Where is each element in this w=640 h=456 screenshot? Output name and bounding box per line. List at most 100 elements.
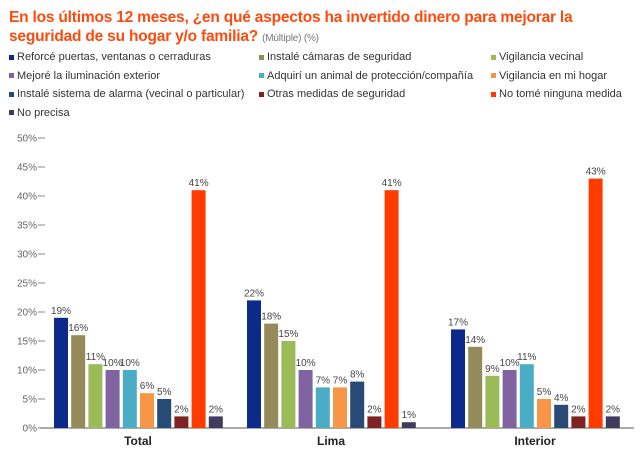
bar [588, 178, 603, 428]
bar [333, 387, 347, 428]
y-tick-label: 40% [17, 192, 37, 203]
data-label: 11% [86, 352, 105, 363]
data-label: 10% [296, 358, 316, 369]
legend-label: Instalé sistema de alarma (vecinal o par… [17, 88, 245, 100]
legend-swatch [9, 91, 14, 97]
bar [350, 381, 365, 428]
category-label: Total [124, 434, 152, 448]
bar [315, 387, 330, 428]
bar [605, 416, 620, 428]
bar [451, 329, 465, 428]
bar [174, 416, 189, 428]
bar [122, 370, 137, 428]
bar [298, 370, 313, 428]
data-label: 4% [554, 393, 569, 404]
legend-item: Vigilancia vecinal [491, 51, 583, 63]
bar [367, 416, 382, 428]
data-label: 7% [333, 375, 348, 386]
legend-label: Otras medidas de seguridad [267, 88, 406, 100]
legend-label: Instalé cámaras de seguridad [267, 51, 412, 63]
data-label: 22% [244, 288, 264, 299]
y-tick-label: 35% [17, 221, 37, 232]
legend-label: Reforcé puertas, ventanas o cerraduras [17, 51, 211, 63]
y-tick-label: 15% [17, 337, 37, 348]
legend-label: No tomé ninguna medida [499, 88, 622, 100]
data-label: 19% [51, 306, 71, 317]
bar [485, 375, 500, 428]
bar [519, 364, 534, 428]
legend-label: Mejoré la iluminación exterior [17, 69, 161, 82]
data-label: 10% [500, 358, 520, 369]
data-label: 17% [448, 317, 468, 328]
data-label: 41% [189, 178, 209, 189]
bar [571, 416, 586, 428]
bar [247, 300, 261, 428]
legend-label: Vigilancia en mi hogar [499, 69, 608, 82]
legend-item: No tomé ninguna medida [491, 88, 622, 100]
y-tick-label: 5% [23, 395, 38, 406]
legend-swatch [9, 73, 14, 78]
data-label: 1% [402, 410, 417, 421]
data-label: 2% [367, 404, 382, 415]
legend-item: Instalé sistema de alarma (vecinal o par… [9, 88, 244, 100]
y-tick-label: 0% [23, 424, 38, 435]
data-label: 14% [465, 335, 485, 346]
bar [281, 341, 296, 428]
legend-item: Mejoré la iluminación exterior [9, 70, 160, 82]
bar [401, 422, 416, 428]
data-label: 41% [382, 178, 402, 189]
y-tick-label: 20% [17, 308, 37, 319]
legend-swatch [491, 91, 496, 97]
legend-item: Vigilancia en mi hogar [491, 70, 607, 82]
data-label: 11% [517, 352, 536, 363]
bar [264, 323, 279, 428]
legend-swatch [9, 54, 14, 60]
category-label: Lima [317, 434, 345, 448]
category-label: Interior [514, 434, 556, 448]
bar [468, 346, 483, 428]
data-label: 6% [140, 381, 155, 392]
y-tick-label: 50% [17, 134, 37, 145]
data-label: 2% [209, 404, 224, 415]
legend-item: Reforcé puertas, ventanas o cerraduras [9, 51, 211, 63]
legend-item: No precisa [9, 107, 70, 119]
chart-title: En los últimos 12 meses, ¿en qué aspecto… [9, 9, 573, 45]
bar [71, 335, 86, 428]
bar [208, 416, 223, 428]
bar [554, 404, 569, 428]
data-label: 2% [571, 404, 586, 415]
legend-label: Vigilancia vecinal [499, 51, 584, 63]
data-label: 16% [68, 323, 88, 334]
legend-swatch [9, 110, 14, 115]
bar [105, 370, 120, 428]
data-label: 5% [537, 387, 552, 398]
data-label: 10% [103, 358, 123, 369]
bar [88, 364, 103, 428]
legend-swatch [259, 54, 264, 60]
data-label: 5% [157, 387, 172, 398]
y-tick-label: 45% [17, 163, 37, 174]
legend-swatch [259, 91, 264, 97]
bar [537, 399, 551, 428]
data-label: 9% [485, 364, 500, 375]
y-tick-label: 10% [17, 366, 37, 377]
bar [191, 190, 206, 428]
legend-swatch [491, 73, 496, 78]
data-label: 2% [606, 404, 621, 415]
legend-item: Instalé cámaras de seguridad [259, 51, 411, 63]
data-label: 10% [120, 358, 140, 369]
data-label: 7% [316, 375, 331, 386]
bar [502, 370, 517, 428]
legend-item: Adquirí un animal de protección/compañía [259, 70, 473, 82]
bar [384, 190, 399, 428]
y-tick-label: 30% [17, 250, 37, 261]
data-label: 43% [586, 167, 606, 178]
chart-subtitle: (Múltiple) (%) [262, 33, 319, 44]
legend-swatch [491, 54, 496, 60]
data-label: 2% [174, 404, 189, 415]
data-label: 15% [278, 329, 298, 340]
bar [54, 317, 68, 428]
legend-swatch [259, 73, 264, 78]
legend-item: Otras medidas de seguridad [259, 88, 405, 100]
